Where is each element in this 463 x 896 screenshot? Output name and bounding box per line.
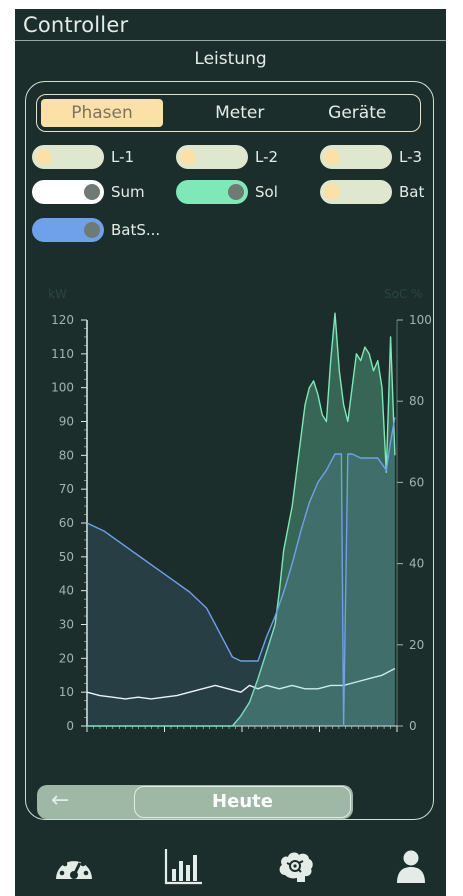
right-tick-label: 80 <box>409 394 424 408</box>
bar-chart-icon <box>164 849 202 885</box>
toggle-track[interactable] <box>320 180 392 204</box>
section-title: Leistung <box>194 49 267 69</box>
toggle-knob <box>324 149 340 165</box>
toggle-label: Bat <box>399 183 425 201</box>
toggle-track[interactable] <box>32 180 104 204</box>
right-axis-unit: SoC % <box>384 287 423 301</box>
toggle-track[interactable] <box>320 145 392 169</box>
series-line-bats <box>86 417 396 727</box>
left-tick-label: 0 <box>66 719 74 733</box>
toggle-track[interactable] <box>176 180 248 204</box>
left-tick-label: 50 <box>59 550 74 564</box>
toggle-label: L-1 <box>111 148 135 166</box>
bottom-nav <box>15 845 446 895</box>
left-tick-label: 120 <box>51 313 74 327</box>
tab-bar: Phasen Meter Geräte <box>36 94 421 132</box>
toggle-knob <box>84 222 100 238</box>
toggle-label: BatS... <box>111 221 161 239</box>
toggle-knob <box>84 184 100 200</box>
nav-dashboard[interactable] <box>49 845 99 889</box>
arrow-left-icon: ← <box>51 788 70 813</box>
toggle-label: L-3 <box>399 148 423 166</box>
right-tick-label: 100 <box>409 313 432 327</box>
toggle-bat-soc[interactable]: BatS... <box>32 217 160 243</box>
series-line-sum <box>86 667 396 700</box>
app-screen: Controller Leistung Phasen Meter Geräte … <box>15 9 446 896</box>
toggle-l2[interactable]: L-2 <box>176 144 278 170</box>
toggle-label: Sol <box>255 183 278 201</box>
left-tick-label: 20 <box>59 651 74 665</box>
left-tick-label: 80 <box>59 448 74 462</box>
tab-geraete[interactable]: Geräte <box>328 103 387 123</box>
left-tick-label: 100 <box>51 381 74 395</box>
left-tick-label: 70 <box>59 482 74 496</box>
date-navigator: ← Heute <box>37 785 353 819</box>
tab-phasen[interactable]: Phasen <box>41 99 163 127</box>
left-tick-label: 60 <box>59 516 74 530</box>
gauge-icon <box>56 856 92 879</box>
right-tick-label: 0 <box>409 719 417 733</box>
toggle-track[interactable] <box>176 145 248 169</box>
right-tick-label: 40 <box>409 557 424 571</box>
toggle-knob <box>180 149 196 165</box>
title-divider <box>15 40 446 41</box>
toggle-l3[interactable]: L-3 <box>320 144 422 170</box>
nav-insights[interactable] <box>271 845 321 889</box>
app-title: Controller <box>23 13 129 37</box>
left-tick-label: 30 <box>59 618 74 632</box>
toggle-label: Sum <box>111 183 145 201</box>
toggle-sol[interactable]: Sol <box>176 179 278 205</box>
toggle-label: L-2 <box>255 148 279 166</box>
left-tick-label: 10 <box>59 685 74 699</box>
user-icon <box>397 850 425 883</box>
nav-profile[interactable] <box>386 845 436 889</box>
power-chart: kW SoC % 0 10 20 30 40 50 60 70 80 90 100 110 120 0 20 40… <box>48 287 432 733</box>
toggle-track[interactable] <box>32 145 104 169</box>
toggle-knob <box>36 149 52 165</box>
left-axis-unit: kW <box>48 287 67 301</box>
previous-day-button[interactable]: ← <box>37 785 133 819</box>
date-label[interactable]: Heute <box>134 786 351 818</box>
brain-icon <box>279 852 313 882</box>
series-line-sol <box>87 312 396 727</box>
toggle-bat[interactable]: Bat <box>320 179 424 205</box>
tab-meter[interactable]: Meter <box>215 103 265 123</box>
series-area-sol <box>87 313 395 726</box>
toggle-l1[interactable]: L-1 <box>32 144 134 170</box>
left-tick-label: 110 <box>51 347 74 361</box>
chart-panel: Phasen Meter Geräte L-1 L-2 L-3 Sum Sol <box>25 81 434 820</box>
toggle-knob <box>228 184 244 200</box>
series-area-bats <box>87 417 395 726</box>
right-tick-label: 20 <box>409 638 424 652</box>
toggle-track[interactable] <box>32 218 104 242</box>
nav-statistics[interactable] <box>158 845 208 889</box>
toggle-sum[interactable]: Sum <box>32 179 145 205</box>
left-tick-label: 40 <box>59 584 74 598</box>
right-tick-label: 60 <box>409 475 424 489</box>
toggle-knob <box>324 184 340 200</box>
left-tick-label: 90 <box>59 415 74 429</box>
